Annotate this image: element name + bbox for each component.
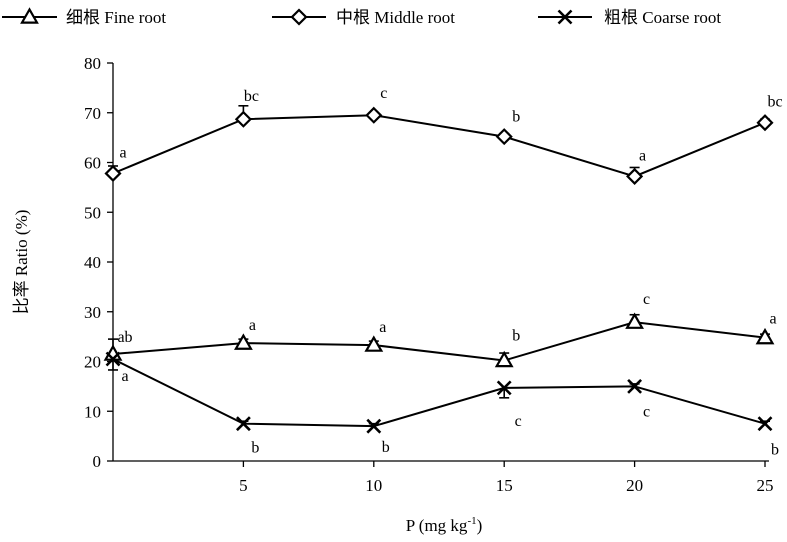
x-tick-label: 25 xyxy=(757,476,774,495)
data-point xyxy=(755,327,775,345)
x-marker-stroke xyxy=(627,378,643,394)
significance-label: c xyxy=(515,413,522,430)
data-point xyxy=(757,416,773,432)
data-point xyxy=(496,380,512,396)
significance-label: c xyxy=(643,291,650,308)
x-marker-stroke xyxy=(757,416,773,432)
legend-item: 细根 Fine root xyxy=(2,7,166,27)
data-point xyxy=(756,114,774,132)
x-marker-stroke xyxy=(366,418,382,434)
x-axis-label-end: ) xyxy=(477,516,483,535)
series-layer xyxy=(103,104,775,434)
y-tick-label: 60 xyxy=(84,154,101,173)
x-axis-label: P (mg kg-1) xyxy=(406,515,483,535)
legend-item: 中根 Middle root xyxy=(272,8,455,27)
y-tick-label: 20 xyxy=(84,353,101,372)
significance-label: b xyxy=(512,328,520,345)
x-marker-stroke xyxy=(235,416,251,432)
legend-marker xyxy=(20,7,39,24)
legend-label: 中根 Middle root xyxy=(336,8,455,27)
data-point xyxy=(626,167,644,185)
significance-label: a xyxy=(119,144,126,161)
legend-label: 粗根 Coarse root xyxy=(604,8,721,27)
data-point xyxy=(625,312,644,329)
data-point xyxy=(494,350,514,368)
series-line xyxy=(112,114,766,178)
legend-label: 细根 Fine root xyxy=(66,8,166,27)
y-tick-label: 70 xyxy=(84,104,101,123)
data-point xyxy=(495,128,513,146)
significance-label: bc xyxy=(244,88,259,105)
legend: 细根 Fine root 中根 Middle root 粗根 Coarse root xyxy=(2,7,721,27)
x-tick-label: 5 xyxy=(239,476,248,495)
x-axis-label-main: P (mg kg xyxy=(406,516,468,535)
significance-label: b xyxy=(382,439,390,456)
significance-label: a xyxy=(639,147,646,164)
data-point xyxy=(627,378,643,394)
y-tick-label: 40 xyxy=(84,253,101,272)
significance-label: a xyxy=(379,319,386,336)
data-point xyxy=(366,418,382,434)
y-tick-label: 10 xyxy=(84,402,101,421)
y-tick-label: 80 xyxy=(84,54,101,73)
data-point xyxy=(105,351,121,367)
data-point xyxy=(234,333,253,350)
x-tick-label: 15 xyxy=(496,476,513,495)
significance-label: bc xyxy=(767,94,782,111)
y-tick-label: 0 xyxy=(93,452,102,471)
x-marker-stroke xyxy=(496,380,512,396)
series-line xyxy=(112,321,766,362)
x-axis-label-sup: -1 xyxy=(467,515,476,527)
significance-label: c xyxy=(380,85,387,102)
significance-label: b xyxy=(512,109,520,126)
x-marker-stroke xyxy=(557,9,573,25)
data-point xyxy=(234,110,252,128)
axes: 0 10 20 30 40 50 60 70 80 5 10 15 20 25 xyxy=(84,54,774,495)
significance-label: c xyxy=(643,403,650,420)
significance-label: a xyxy=(121,368,128,385)
y-tick-label: 30 xyxy=(84,303,101,322)
significance-label: b xyxy=(771,442,779,459)
legend-marker xyxy=(557,9,573,25)
series-x xyxy=(105,351,773,434)
legend-item: 粗根 Coarse root xyxy=(538,8,721,27)
significance-label: a xyxy=(249,317,256,334)
y-axis-label: 比率 Ratio (%) xyxy=(12,210,31,315)
x-tick-label: 10 xyxy=(365,476,382,495)
series-line xyxy=(112,358,766,428)
significance-label: a xyxy=(769,311,776,328)
significance-label: b xyxy=(251,440,259,457)
y-tick-label: 50 xyxy=(84,203,101,222)
significance-label: ab xyxy=(117,329,132,346)
x-marker-stroke xyxy=(105,351,121,367)
data-point xyxy=(235,416,251,432)
x-tick-label: 20 xyxy=(626,476,643,495)
series-diamond xyxy=(104,104,774,185)
data-point xyxy=(104,164,122,183)
data-point xyxy=(365,106,383,124)
legend-marker xyxy=(290,8,308,26)
data-point xyxy=(364,335,384,352)
series-triangle xyxy=(103,312,775,368)
